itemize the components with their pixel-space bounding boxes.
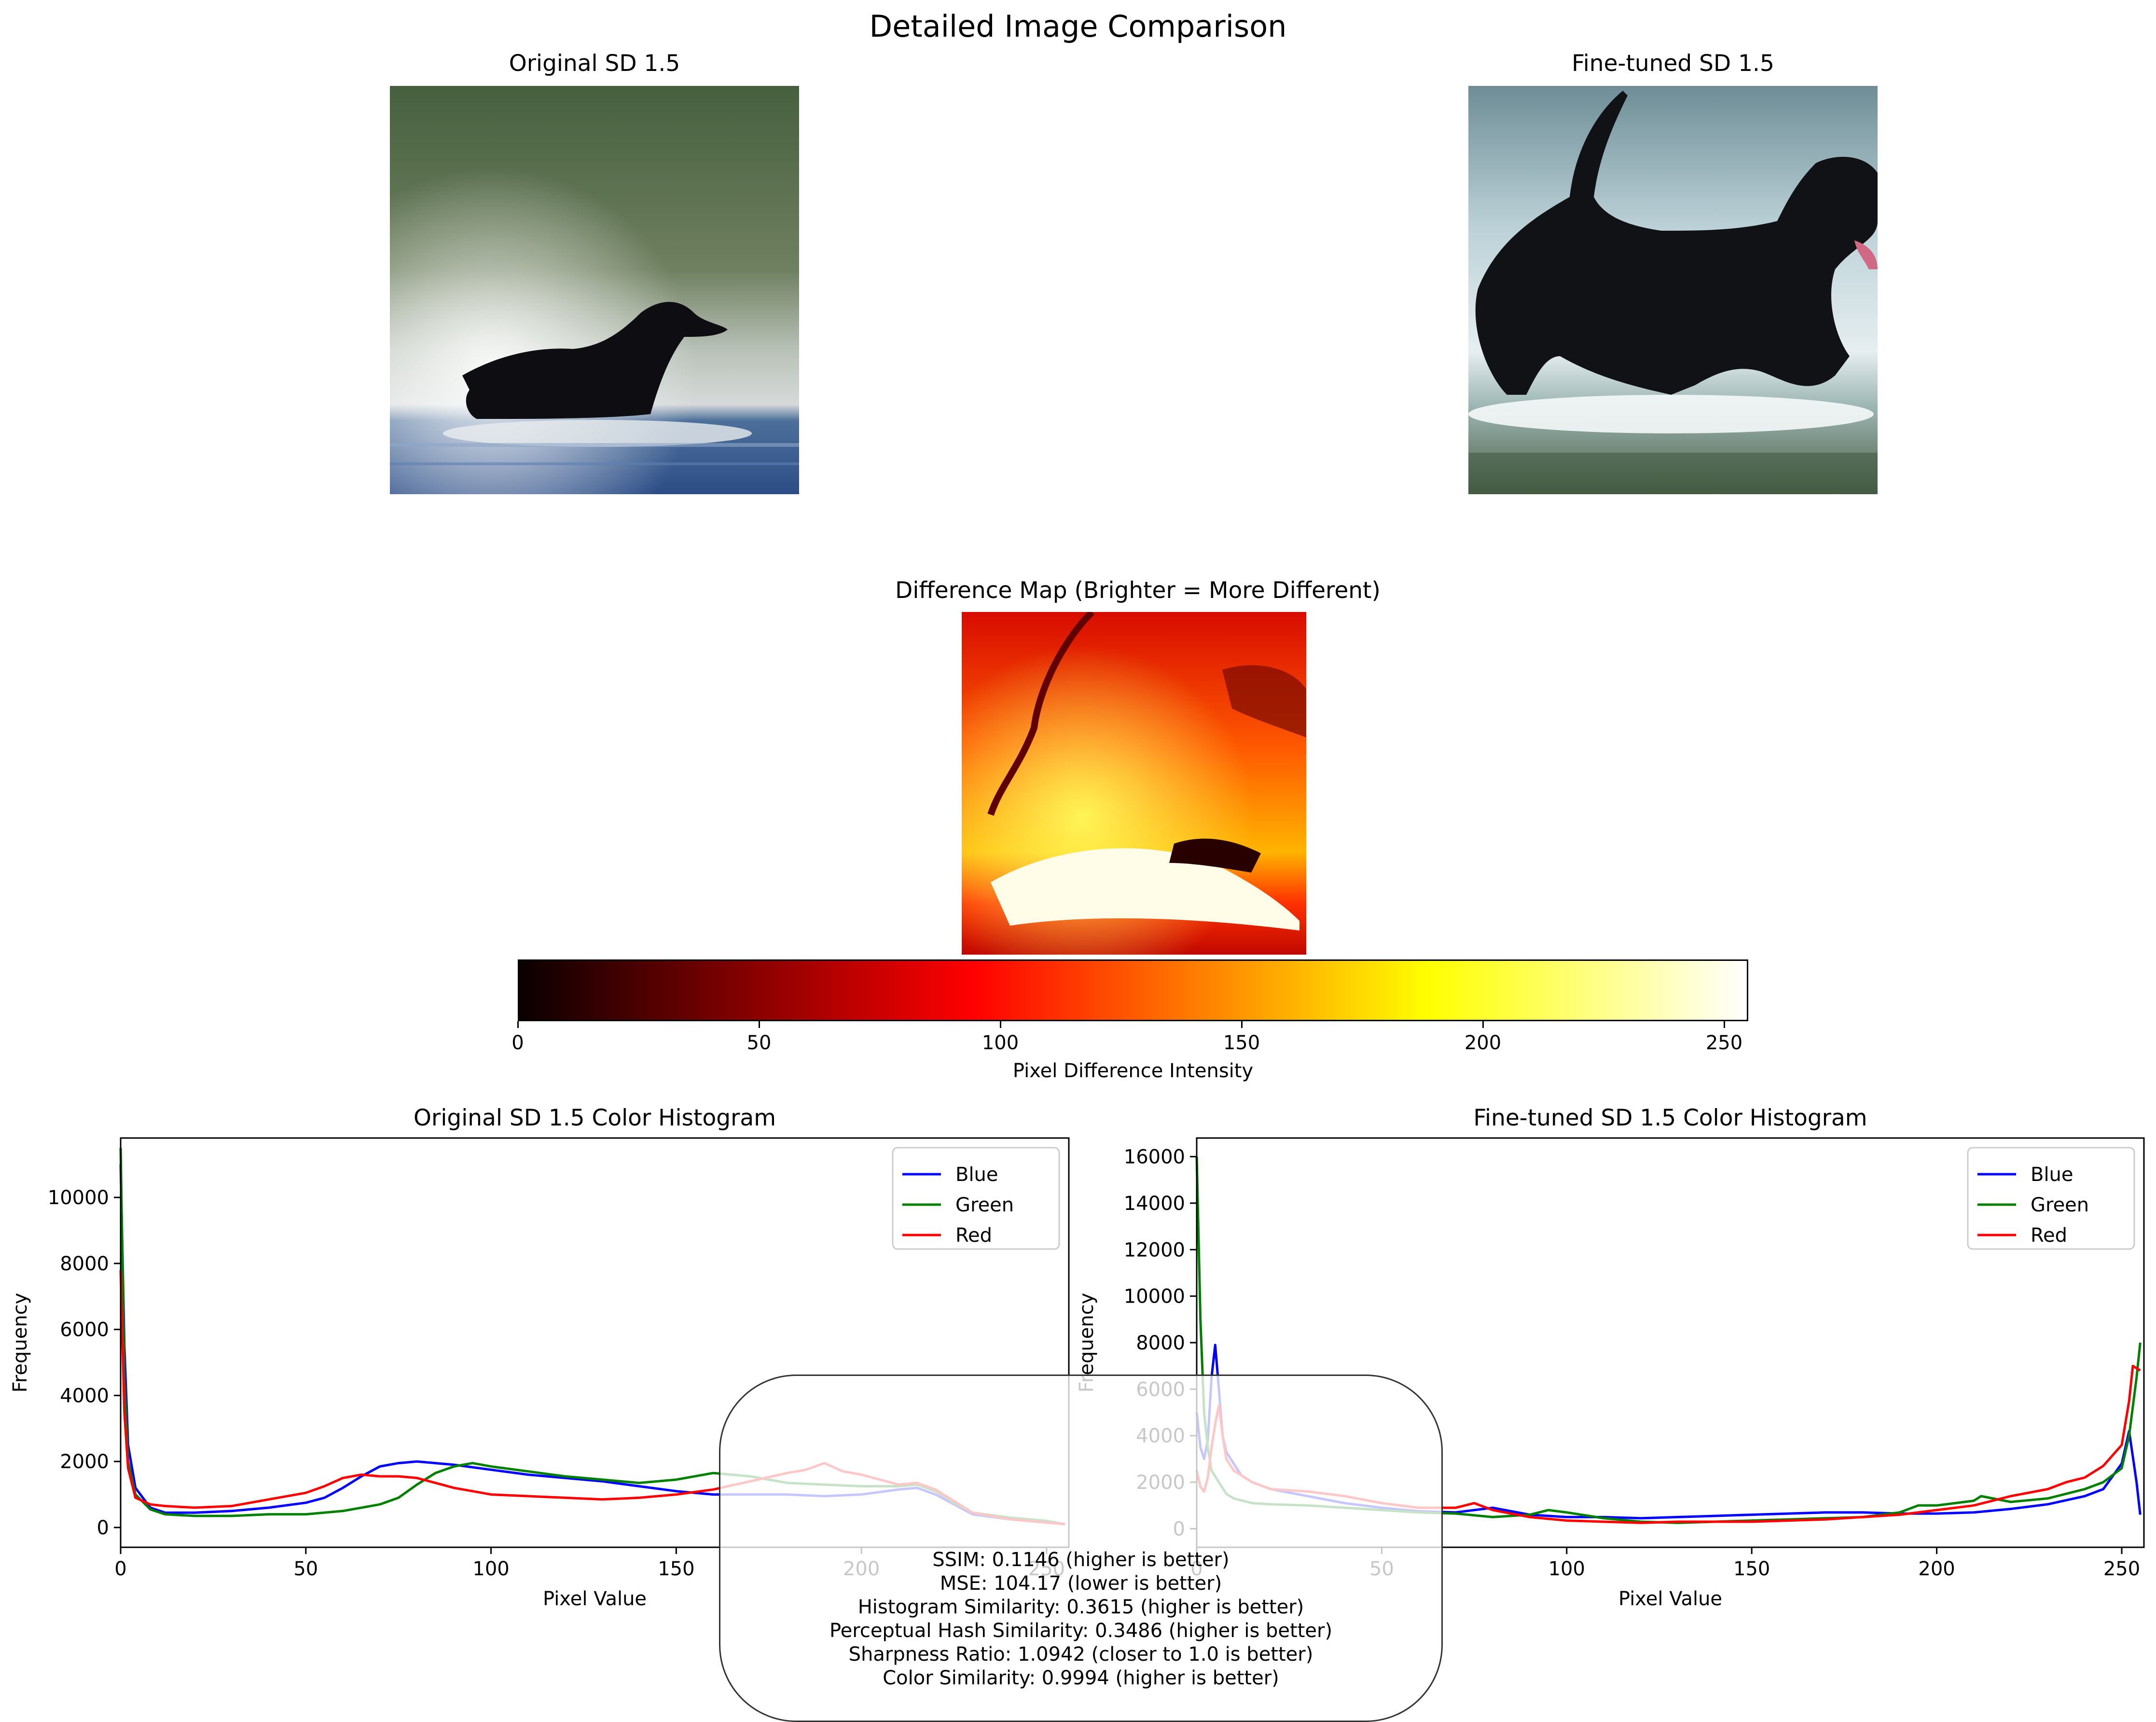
metrics-text: SSIM: 0.1146 (higher is better) MSE: 104… bbox=[719, 1548, 1443, 1690]
difference-map-title: Difference Map (Brighter = More Differen… bbox=[895, 577, 1381, 604]
x-tick-label: 200 bbox=[1918, 1558, 1955, 1580]
x-tick-label: 150 bbox=[1733, 1558, 1770, 1580]
metrics-box bbox=[719, 1375, 1443, 1722]
colorbar-tick-mark bbox=[1482, 1021, 1484, 1028]
y-tick-label: 0 bbox=[97, 1517, 109, 1539]
colorbar-tick-mark bbox=[758, 1021, 760, 1028]
x-tick-label: 50 bbox=[293, 1558, 318, 1580]
metric-color-similarity: Color Similarity: 0.9994 (higher is bett… bbox=[883, 1667, 1279, 1689]
colorbar-tick-mark bbox=[517, 1021, 519, 1028]
legend-label-blue: Blue bbox=[955, 1164, 998, 1186]
colorbar-tick-label: 200 bbox=[1464, 1032, 1502, 1054]
y-tick-label: 6000 bbox=[60, 1319, 109, 1341]
y-tick-label: 12000 bbox=[1124, 1239, 1185, 1261]
metric-ssim: SSIM: 0.1146 (higher is better) bbox=[932, 1549, 1230, 1571]
x-axis-label: Pixel Value bbox=[543, 1588, 647, 1610]
original-image-title: Original SD 1.5 bbox=[509, 50, 680, 77]
colorbar bbox=[518, 959, 1748, 1021]
figure-title: Detailed Image Comparison bbox=[869, 9, 1287, 44]
y-tick-label: 10000 bbox=[48, 1187, 109, 1209]
colorbar-tick-mark bbox=[1241, 1021, 1243, 1028]
y-axis-label: Frequency bbox=[9, 1293, 31, 1393]
x-tick-label: 100 bbox=[472, 1558, 509, 1580]
x-tick-label: 0 bbox=[114, 1558, 126, 1580]
x-tick-label: 250 bbox=[2103, 1558, 2140, 1580]
y-tick-label: 16000 bbox=[1124, 1146, 1185, 1168]
metric-histogram-similarity: Histogram Similarity: 0.3615 (higher is … bbox=[857, 1596, 1304, 1618]
difference-map-image bbox=[962, 612, 1306, 955]
colorbar-label: Pixel Difference Intensity bbox=[1012, 1060, 1254, 1082]
y-tick-label: 10000 bbox=[1124, 1286, 1185, 1308]
finetuned-image bbox=[1468, 86, 1878, 494]
colorbar-tick-label: 100 bbox=[981, 1032, 1019, 1054]
finetuned-image-title: Fine-tuned SD 1.5 bbox=[1572, 50, 1774, 77]
colorbar-tick-mark bbox=[999, 1021, 1001, 1028]
y-tick-label: 8000 bbox=[1136, 1332, 1185, 1354]
original-image bbox=[390, 86, 799, 494]
colorbar-tick-label: 0 bbox=[511, 1032, 524, 1054]
y-tick-label: 8000 bbox=[60, 1253, 109, 1275]
x-axis-label: Pixel Value bbox=[1618, 1588, 1722, 1610]
legend-label-red: Red bbox=[955, 1224, 992, 1247]
y-tick-label: 4000 bbox=[60, 1385, 109, 1407]
colorbar-tick-label: 250 bbox=[1705, 1032, 1743, 1054]
colorbar-tick-mark bbox=[1723, 1021, 1725, 1028]
colorbar-ticks: 0 50 100 150 200 250 bbox=[511, 1021, 1748, 1069]
x-tick-label: 150 bbox=[658, 1558, 694, 1580]
legend-label-green: Green bbox=[2031, 1194, 2089, 1216]
y-tick-label: 14000 bbox=[1124, 1193, 1185, 1215]
x-tick-label: 100 bbox=[1548, 1558, 1585, 1580]
colorbar-tick-label: 150 bbox=[1223, 1032, 1260, 1054]
metric-mse: MSE: 104.17 (lower is better) bbox=[940, 1572, 1222, 1595]
metric-perceptual-hash: Perceptual Hash Similarity: 0.3486 (high… bbox=[829, 1620, 1333, 1642]
legend-label-blue: Blue bbox=[2031, 1164, 2073, 1186]
colorbar-tick-label: 50 bbox=[746, 1032, 772, 1054]
chart-title: Original SD 1.5 Color Histogram bbox=[414, 1105, 776, 1131]
legend-label-green: Green bbox=[955, 1194, 1014, 1216]
chart-title: Fine-tuned SD 1.5 Color Histogram bbox=[1473, 1105, 1867, 1131]
plot-frame bbox=[120, 1137, 1070, 1548]
legend-label-red: Red bbox=[2031, 1224, 2067, 1247]
y-tick-label: 2000 bbox=[60, 1451, 109, 1473]
metric-sharpness-ratio: Sharpness Ratio: 1.0942 (closer to 1.0 i… bbox=[848, 1643, 1313, 1666]
